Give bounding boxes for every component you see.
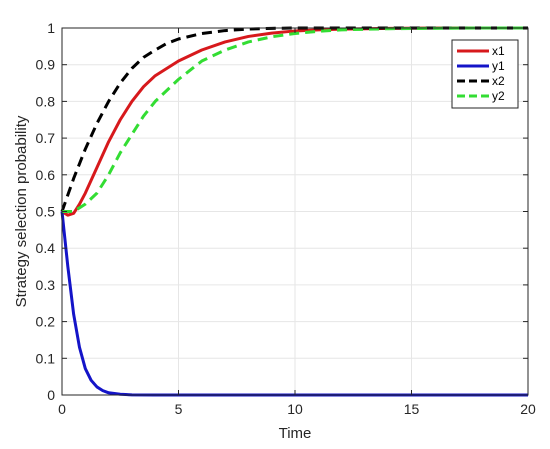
y-tick-label: 0.9	[36, 57, 56, 73]
y-tick-label: 0.5	[36, 204, 56, 220]
x-tick-label: 15	[404, 401, 420, 417]
legend-label-x2: x2	[492, 74, 505, 88]
legend-label-x1: x1	[492, 44, 505, 58]
series-line-y2	[62, 26, 528, 213]
x-tick-label: 5	[175, 401, 183, 417]
y-tick-label: 0.8	[36, 93, 56, 109]
legend-label-y2: y2	[492, 89, 505, 103]
y-axis-title: Strategy selection probability	[13, 115, 30, 307]
y-tick-label: 0.2	[36, 314, 56, 330]
grid-lines	[62, 28, 528, 395]
x-axis-title: Time	[279, 425, 312, 442]
y-tick-label: 0.4	[36, 240, 56, 256]
y-tick-label: 0.6	[36, 167, 56, 183]
x-tick-label: 0	[58, 401, 66, 417]
x-tick-label: 20	[520, 401, 536, 417]
axis-ticks: 0 5 10 15 20 0 0.1 0.2 0.3 0.4 0.5 0.6 0.7 0.8 0.9 1	[36, 20, 536, 417]
y-tick-label: 0	[47, 387, 55, 403]
y-tick-label: 0.1	[36, 350, 56, 366]
x-tick-label: 10	[287, 401, 303, 417]
y-tick-label: 0.3	[36, 277, 56, 293]
y-tick-label: 0.7	[36, 130, 56, 146]
legend-label-y1: y1	[492, 59, 505, 73]
y-tick-label: 1	[47, 20, 55, 36]
